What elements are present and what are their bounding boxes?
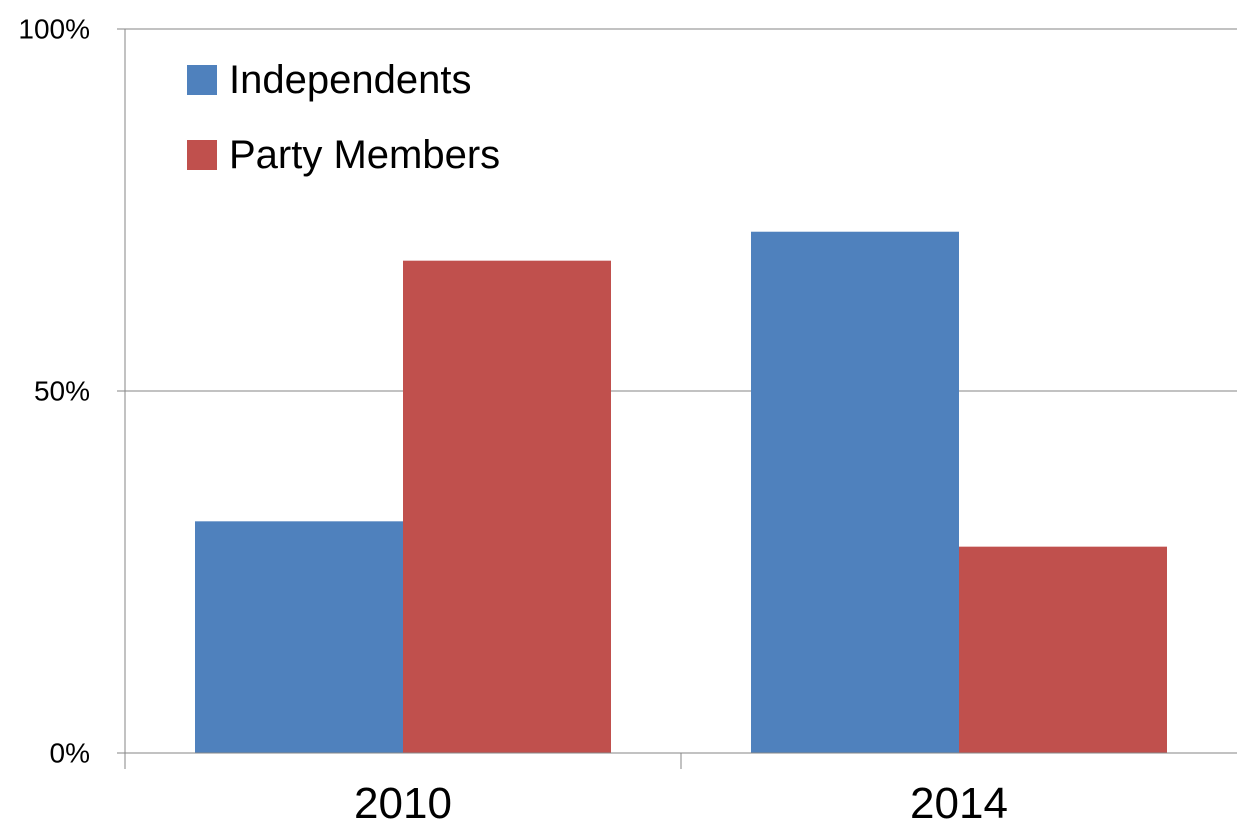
- bar-independents-2010: [195, 521, 403, 753]
- legend-label: Independents: [229, 58, 471, 102]
- legend-swatch: [187, 65, 217, 95]
- x-tick-label: 2014: [910, 779, 1008, 828]
- legend-swatch: [187, 140, 217, 170]
- y-tick-label: 100%: [18, 14, 90, 45]
- y-tick-label: 50%: [34, 376, 90, 407]
- bar-party-members-2014: [959, 546, 1167, 753]
- bar-independents-2014: [751, 231, 959, 754]
- legend-label: Party Members: [229, 133, 500, 177]
- x-tick-label: 2010: [354, 779, 452, 828]
- bar-party-members-2010: [403, 260, 611, 753]
- y-tick-label: 0%: [50, 738, 90, 769]
